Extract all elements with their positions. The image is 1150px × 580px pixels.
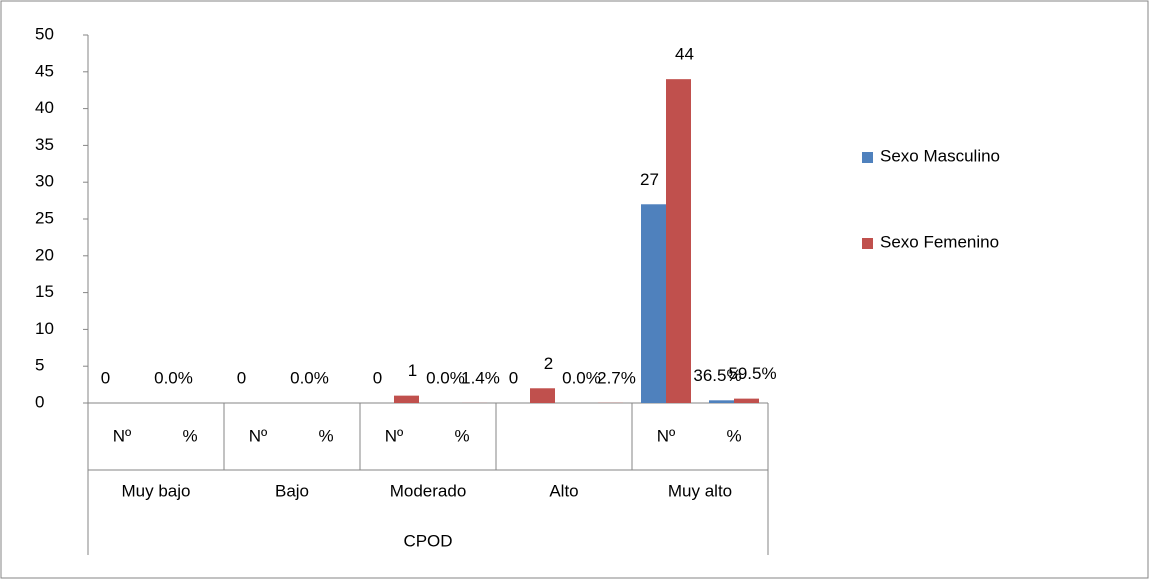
y-tick-label: 20 — [35, 245, 54, 264]
data-label: 44 — [675, 45, 694, 64]
legend-swatch — [862, 238, 873, 249]
bar — [530, 388, 555, 403]
bar — [709, 400, 734, 403]
y-tick-label: 40 — [35, 98, 54, 117]
x-tick-label: % — [182, 426, 197, 445]
legend-label: Sexo Masculino — [880, 146, 1000, 165]
y-tick-label: 0 — [35, 392, 44, 411]
data-label: 0.0% — [562, 368, 601, 387]
group-label: Muy bajo — [122, 481, 191, 500]
x-tick-label: Nº — [385, 426, 404, 445]
data-label: 0.0% — [290, 368, 329, 387]
group-title: CPOD — [403, 531, 452, 550]
data-label: 0.0% — [154, 368, 193, 387]
y-tick-label: 15 — [35, 282, 54, 301]
legend-label: Sexo Femenino — [880, 232, 999, 251]
y-tick-label: 10 — [35, 319, 54, 338]
group-label: Bajo — [275, 481, 309, 500]
group-label: Moderado — [390, 481, 467, 500]
data-label: 0 — [373, 368, 382, 387]
bar — [734, 398, 759, 403]
x-tick-label: Nº — [249, 426, 268, 445]
data-label: 0 — [509, 368, 518, 387]
y-tick-label: 35 — [35, 135, 54, 154]
bar — [641, 204, 666, 403]
bar — [394, 395, 419, 403]
y-tick-label: 50 — [35, 24, 54, 43]
bar — [666, 79, 691, 403]
data-label: 59.5% — [728, 364, 776, 383]
data-label: 0.0% — [426, 368, 465, 387]
data-label: 2.7% — [597, 368, 636, 387]
y-tick-label: 5 — [35, 356, 44, 375]
data-label: 36.5% — [693, 366, 741, 385]
y-tick-label: 45 — [35, 61, 54, 80]
x-tick-label: Nº — [113, 426, 132, 445]
legend-swatch — [862, 152, 873, 163]
data-label: 1.4% — [461, 368, 500, 387]
x-tick-label: Nº — [657, 426, 676, 445]
data-label: 0 — [237, 368, 246, 387]
y-tick-label: 25 — [35, 208, 54, 227]
x-tick-label: % — [318, 426, 333, 445]
group-label: Muy alto — [668, 481, 732, 500]
x-tick-label: % — [726, 426, 741, 445]
data-label: 1 — [408, 361, 417, 380]
data-label: 2 — [544, 354, 553, 373]
data-label: 0 — [101, 368, 110, 387]
y-tick-label: 30 — [35, 172, 54, 191]
x-tick-label: % — [454, 426, 469, 445]
group-label: Alto — [549, 481, 578, 500]
data-label: 27 — [640, 170, 659, 189]
